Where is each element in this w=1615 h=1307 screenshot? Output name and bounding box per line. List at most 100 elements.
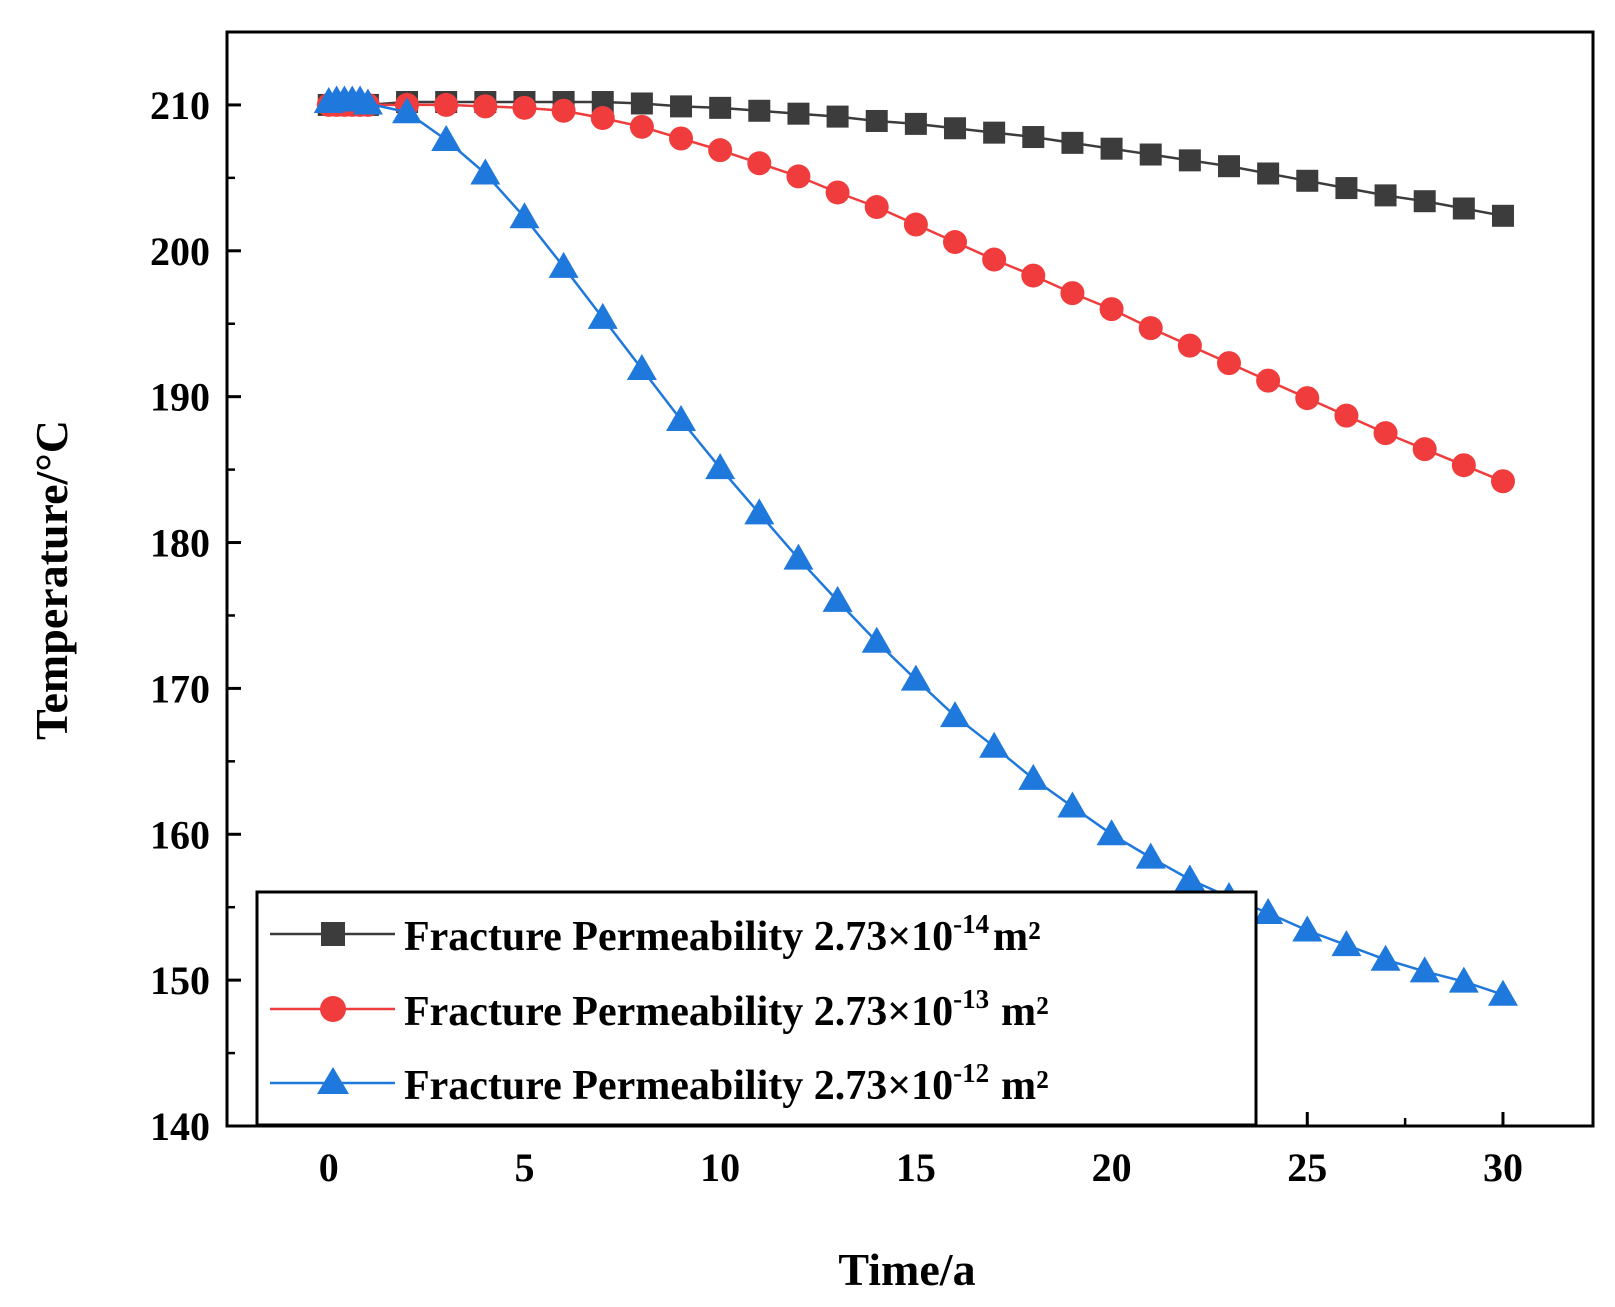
data-point-circle <box>473 94 498 119</box>
data-point-circle <box>629 114 654 139</box>
y-tick-label: 160 <box>150 812 210 857</box>
data-point-circle <box>1099 297 1124 322</box>
data-point-triangle <box>431 124 462 151</box>
y-tick-label: 210 <box>150 83 210 128</box>
data-point-triangle <box>587 302 618 329</box>
data-point-square <box>1335 177 1358 200</box>
data-point-triangle <box>509 202 540 229</box>
svg-text:Fracture Permeability 2.73×10-: Fracture Permeability 2.73×10-14m² <box>404 909 1041 960</box>
data-point-triangle <box>979 731 1010 758</box>
data-point-triangle <box>548 251 579 278</box>
x-tick-label: 20 <box>1092 1145 1132 1190</box>
y-tick-label: 200 <box>150 229 210 274</box>
data-point-square <box>1257 162 1280 185</box>
data-point-triangle <box>1057 791 1088 818</box>
data-point-square <box>1061 131 1084 154</box>
x-axis-title: Time/a <box>838 1244 975 1295</box>
y-tick-label: 140 <box>150 1104 210 1149</box>
data-point-circle <box>551 98 576 123</box>
x-tick-label: 30 <box>1483 1145 1523 1190</box>
data-point-circle <box>708 138 733 163</box>
series-3 <box>313 85 1518 1006</box>
y-tick-label: 180 <box>150 521 210 566</box>
x-tick-label: 0 <box>319 1145 339 1190</box>
legend-label-3: Fracture Permeability 2.73×10 <box>404 1063 953 1109</box>
data-point-triangle <box>900 664 931 691</box>
legend-box <box>255 890 1258 1127</box>
data-point-square <box>748 99 771 122</box>
data-point-square <box>709 96 732 119</box>
data-point-square <box>1139 143 1162 166</box>
data-point-triangle <box>783 543 814 570</box>
legend-unit-2: m² <box>1001 989 1049 1035</box>
data-point-circle <box>1373 421 1398 446</box>
data-point-triangle <box>1487 979 1518 1006</box>
data-point-square <box>630 92 653 115</box>
legend-exponent-3: -12 <box>953 1058 989 1088</box>
svg-text:Fracture Permeability 2.73×10-: Fracture Permeability 2.73×10-13 m² <box>404 984 1049 1035</box>
data-point-triangle <box>822 585 853 612</box>
data-point-circle <box>512 95 537 120</box>
data-point-circle <box>1060 281 1085 306</box>
data-point-circle <box>669 126 694 151</box>
data-point-triangle <box>744 498 775 525</box>
data-point-triangle <box>1331 930 1362 957</box>
data-point-square <box>1491 204 1514 227</box>
data-point-circle <box>1490 469 1515 494</box>
data-point-square <box>865 109 888 132</box>
legend-marker-triangle <box>317 1067 349 1094</box>
legend-entry-1: Fracture Permeability 2.73×10-14m² <box>270 909 1041 960</box>
data-point-circle <box>1177 333 1202 358</box>
data-point-circle <box>825 180 850 205</box>
data-point-triangle <box>666 405 697 432</box>
data-point-square <box>826 105 849 128</box>
data-point-triangle <box>1409 956 1440 983</box>
data-point-circle <box>1138 316 1163 341</box>
x-tick-label: 15 <box>896 1145 936 1190</box>
data-point-triangle <box>392 97 423 124</box>
legend-entry-3: Fracture Permeability 2.73×10-12 m² <box>270 1058 1049 1109</box>
x-tick-label: 25 <box>1287 1145 1327 1190</box>
legend-unit-1: m² <box>993 914 1041 960</box>
data-point-circle <box>747 151 772 176</box>
y-tick-label: 150 <box>150 958 210 1003</box>
data-point-circle <box>1216 351 1241 376</box>
data-point-triangle <box>940 701 971 728</box>
data-point-square <box>1100 137 1123 160</box>
data-point-circle <box>1295 386 1320 411</box>
y-axis-title: Temperature/°C <box>26 420 77 740</box>
data-point-triangle <box>626 353 657 380</box>
legend-entry-2: Fracture Permeability 2.73×10-13 m² <box>270 984 1049 1035</box>
data-point-square <box>1022 126 1045 149</box>
data-point-triangle <box>861 626 892 653</box>
data-point-circle <box>590 106 615 131</box>
data-point-square <box>983 121 1006 144</box>
data-point-circle <box>982 247 1007 272</box>
data-point-circle <box>1256 368 1281 393</box>
data-point-triangle <box>1018 763 1049 790</box>
data-point-triangle <box>352 88 383 115</box>
data-point-square <box>670 95 693 118</box>
data-point-square <box>1452 197 1475 220</box>
svg-text:Fracture Permeability 2.73×10-: Fracture Permeability 2.73×10-12 m² <box>404 1058 1049 1109</box>
data-point-triangle <box>1135 842 1166 869</box>
data-point-circle <box>1412 437 1437 462</box>
legend-unit-3: m² <box>1001 1063 1049 1109</box>
data-point-circle <box>943 230 968 255</box>
legend-exponent-1: -14 <box>953 909 989 939</box>
legend: Fracture Permeability 2.73×10-14m² Fract… <box>255 890 1258 1127</box>
x-tick-label: 10 <box>700 1145 740 1190</box>
data-point-triangle <box>1174 864 1205 891</box>
data-point-circle <box>1021 263 1046 288</box>
legend-marker-circle <box>320 996 346 1022</box>
data-point-circle <box>786 164 811 189</box>
data-point-triangle <box>1370 944 1401 971</box>
data-point-triangle <box>470 158 501 185</box>
legend-marker-square <box>321 922 345 946</box>
y-tick-label: 190 <box>150 375 210 420</box>
data-point-square <box>904 112 927 135</box>
data-point-square <box>944 117 967 140</box>
data-point-circle <box>1334 403 1359 428</box>
data-point-square <box>1217 155 1240 178</box>
